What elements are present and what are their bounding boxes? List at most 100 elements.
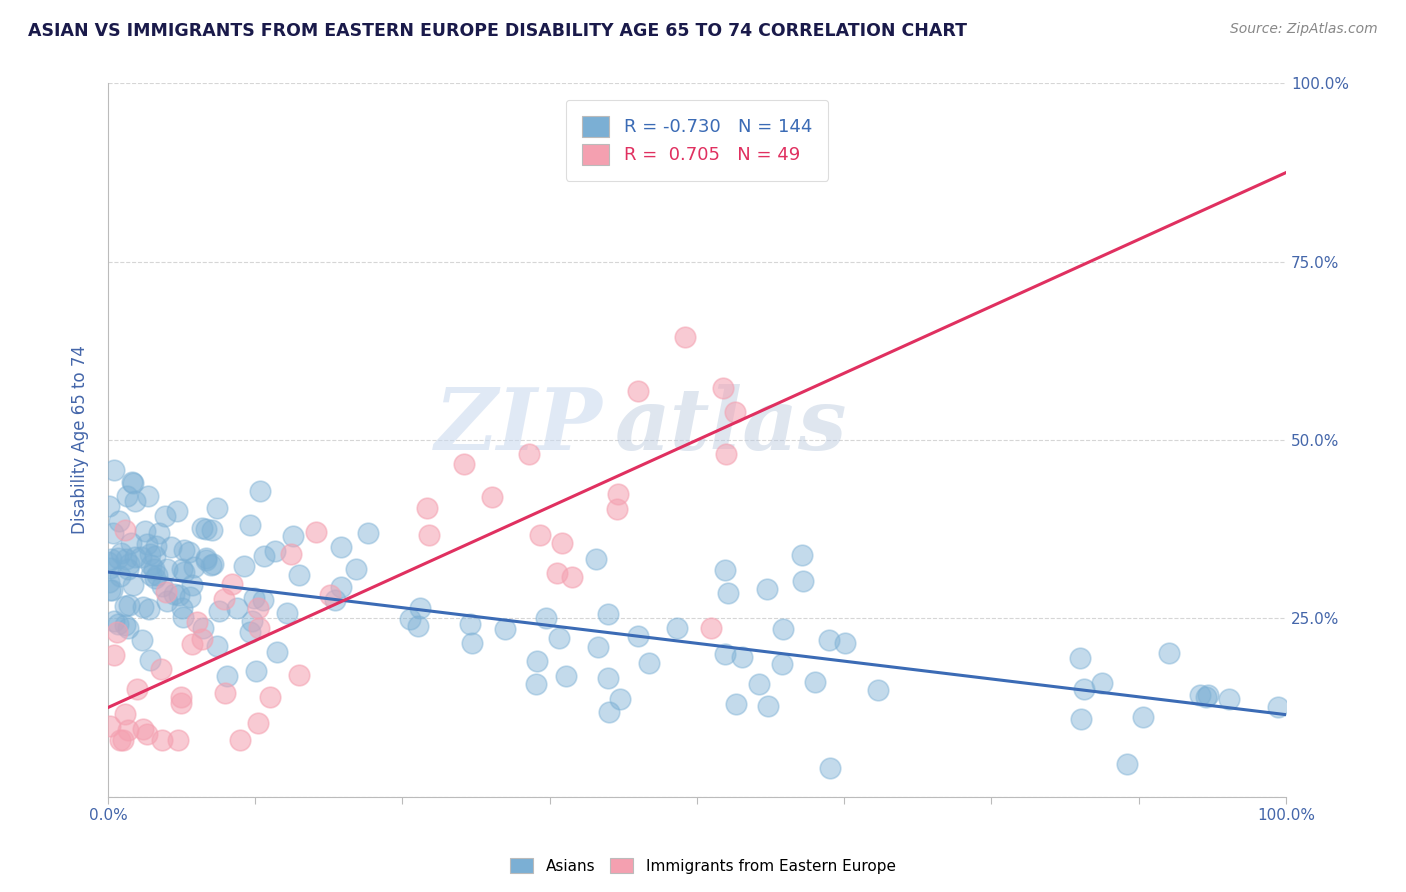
Point <box>536 610 558 624</box>
Point <box>866 682 889 697</box>
Point <box>117 723 139 737</box>
Point <box>526 654 548 668</box>
Point <box>551 536 574 550</box>
Point <box>114 523 136 537</box>
Point <box>146 568 169 582</box>
Point <box>627 629 650 643</box>
Point <box>215 669 238 683</box>
Point <box>172 600 194 615</box>
Point <box>108 569 131 583</box>
Point <box>418 528 440 542</box>
Point <box>200 558 222 572</box>
Point <box>790 548 813 562</box>
Point <box>357 526 380 541</box>
Point <box>460 636 482 650</box>
Point <box>700 621 723 635</box>
Point <box>246 601 269 615</box>
Point <box>731 650 754 665</box>
Point <box>214 686 236 700</box>
Point <box>114 618 136 632</box>
Point <box>136 537 159 551</box>
Point <box>190 521 212 535</box>
Point <box>100 552 122 566</box>
Point <box>247 715 270 730</box>
Point <box>609 692 631 706</box>
Point <box>588 640 610 654</box>
Point <box>138 602 160 616</box>
Point <box>344 562 367 576</box>
Point <box>98 561 121 575</box>
Point <box>249 483 271 498</box>
Point <box>114 599 136 614</box>
Point <box>756 698 779 713</box>
Point <box>205 640 228 654</box>
Point <box>172 610 194 624</box>
Point <box>98 582 121 597</box>
Point <box>143 549 166 563</box>
Point <box>132 722 155 736</box>
Point <box>150 662 173 676</box>
Point <box>181 637 204 651</box>
Point <box>138 653 160 667</box>
Point <box>453 457 475 471</box>
Point <box>134 524 156 539</box>
Point <box>323 593 346 607</box>
Point <box>319 588 342 602</box>
Point <box>717 586 740 600</box>
Point <box>195 553 218 567</box>
Point <box>118 557 141 571</box>
Point <box>818 633 841 648</box>
Point <box>245 664 267 678</box>
Point <box>519 447 541 461</box>
Point <box>115 552 138 566</box>
Point <box>287 568 309 582</box>
Point <box>205 501 228 516</box>
Legend: R = -0.730   N = 144, R =  0.705   N = 49: R = -0.730 N = 144, R = 0.705 N = 49 <box>565 100 828 181</box>
Point <box>139 568 162 582</box>
Point <box>242 615 264 629</box>
Text: ZIP: ZIP <box>434 384 603 467</box>
Point <box>305 524 328 539</box>
Point <box>1218 691 1240 706</box>
Point <box>288 668 311 682</box>
Point <box>481 490 503 504</box>
Point <box>107 616 129 631</box>
Point <box>596 672 619 686</box>
Point <box>163 587 186 601</box>
Point <box>221 577 243 591</box>
Point <box>110 732 132 747</box>
Point <box>1188 688 1211 702</box>
Y-axis label: Disability Age 65 to 74: Disability Age 65 to 74 <box>72 345 89 534</box>
Point <box>139 547 162 561</box>
Point <box>281 529 304 543</box>
Point <box>159 540 181 554</box>
Point <box>233 559 256 574</box>
Text: Source: ZipAtlas.com: Source: ZipAtlas.com <box>1230 22 1378 37</box>
Point <box>561 570 583 584</box>
Point <box>167 732 190 747</box>
Point <box>239 625 262 640</box>
Point <box>117 562 139 576</box>
Point <box>1073 681 1095 696</box>
Point <box>155 562 177 576</box>
Point <box>266 645 288 659</box>
Point <box>124 549 146 564</box>
Point <box>124 493 146 508</box>
Point <box>166 503 188 517</box>
Point <box>1069 651 1091 665</box>
Point <box>804 675 827 690</box>
Point <box>117 490 139 504</box>
Point <box>114 707 136 722</box>
Point <box>406 619 429 633</box>
Point <box>150 732 173 747</box>
Point <box>526 676 548 690</box>
Point <box>177 544 200 558</box>
Point <box>148 525 170 540</box>
Point <box>239 517 262 532</box>
Point <box>713 648 735 662</box>
Point <box>135 727 157 741</box>
Point <box>329 580 352 594</box>
Point <box>212 592 235 607</box>
Point <box>555 668 578 682</box>
Point <box>547 631 569 645</box>
